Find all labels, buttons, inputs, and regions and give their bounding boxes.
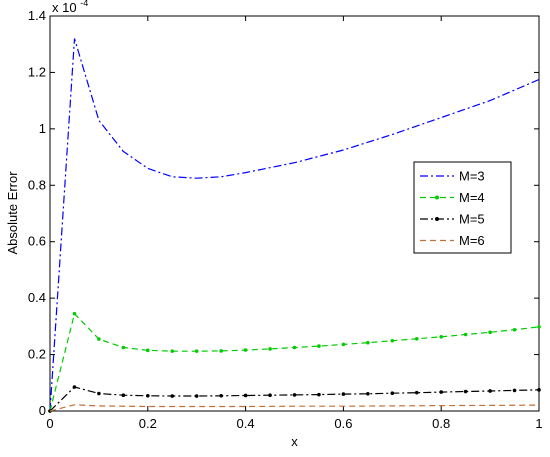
y-tick-label: 0 [39, 403, 46, 418]
legend-box [413, 161, 512, 254]
y-axis-title: Absolute Error [5, 171, 20, 255]
y-axis-exponent-base: x 10 [52, 0, 77, 15]
legend-label: M=4 [459, 190, 485, 205]
x-tick-label: 0.8 [432, 416, 450, 431]
x-tick-label: 1 [535, 416, 542, 431]
series-line-m6 [49, 404, 540, 412]
data-point [414, 390, 419, 395]
data-point [463, 389, 468, 394]
series-line-m5 [49, 386, 540, 412]
data-point [170, 394, 175, 398]
data-point [97, 391, 101, 396]
data-point [121, 393, 126, 398]
data-point [97, 337, 101, 341]
data-point [243, 393, 248, 398]
data-point [121, 345, 126, 350]
y-tick-label: 1.2 [28, 64, 46, 79]
data-point [194, 394, 199, 398]
data-point [268, 393, 272, 398]
y-axis-exponent: x 10 -4 [52, 0, 88, 15]
data-point [537, 325, 541, 329]
y-tick-label: 1 [39, 121, 46, 136]
data-point [194, 349, 199, 353]
y-tick-label: 0.4 [28, 290, 46, 305]
x-axis-ticks: 0 0.2 0.4 0.6 0.8 1 [46, 16, 543, 431]
data-point [341, 342, 346, 347]
data-point [366, 391, 370, 396]
data-point [390, 391, 395, 396]
data-point [72, 385, 77, 389]
legend-label: M=6 [459, 233, 485, 248]
data-point [268, 347, 272, 351]
y-tick-label: 1.4 [28, 8, 46, 23]
data-point [512, 388, 517, 393]
x-tick-label: 0 [46, 416, 53, 431]
data-point [219, 349, 223, 353]
data-point [170, 349, 175, 353]
y-tick-label: 0.8 [28, 177, 46, 192]
x-tick-label: 0.4 [237, 416, 255, 431]
data-point [488, 330, 492, 335]
legend-marker [435, 195, 439, 200]
x-tick-label: 0.6 [334, 416, 352, 431]
data-point [341, 392, 346, 396]
y-tick-label: 0.2 [28, 347, 46, 362]
data-point [72, 311, 77, 316]
data-point [292, 393, 297, 397]
data-point [390, 338, 395, 343]
y-axis-exponent-power: -4 [80, 0, 88, 8]
data-point [463, 332, 468, 337]
legend-label: M=3 [459, 169, 485, 184]
data-point [439, 390, 444, 394]
x-tick-label: 0.2 [139, 416, 157, 431]
data-point [146, 393, 150, 398]
x-axis-title: x [291, 434, 298, 449]
legend-marker [435, 217, 439, 221]
data-point [146, 348, 150, 353]
data-point [414, 336, 419, 341]
data-point [512, 327, 517, 332]
data-point [219, 393, 223, 398]
data-point [439, 334, 444, 339]
y-axis-ticks: 0 0.2 0.4 0.6 0.8 1 1.2 1.4 [28, 8, 539, 418]
data-point [292, 345, 297, 350]
data-point [537, 388, 541, 392]
series-line-m3 [49, 38, 540, 412]
series-layer [48, 38, 541, 413]
data-point [488, 389, 492, 393]
data-point [317, 392, 321, 397]
legend-label: M=5 [459, 212, 485, 227]
legend: M=3 M=4 M=5 M=6 [413, 161, 512, 254]
data-point [243, 348, 248, 352]
y-tick-label: 0.6 [28, 234, 46, 249]
data-point [366, 340, 370, 345]
data-point [317, 344, 321, 348]
